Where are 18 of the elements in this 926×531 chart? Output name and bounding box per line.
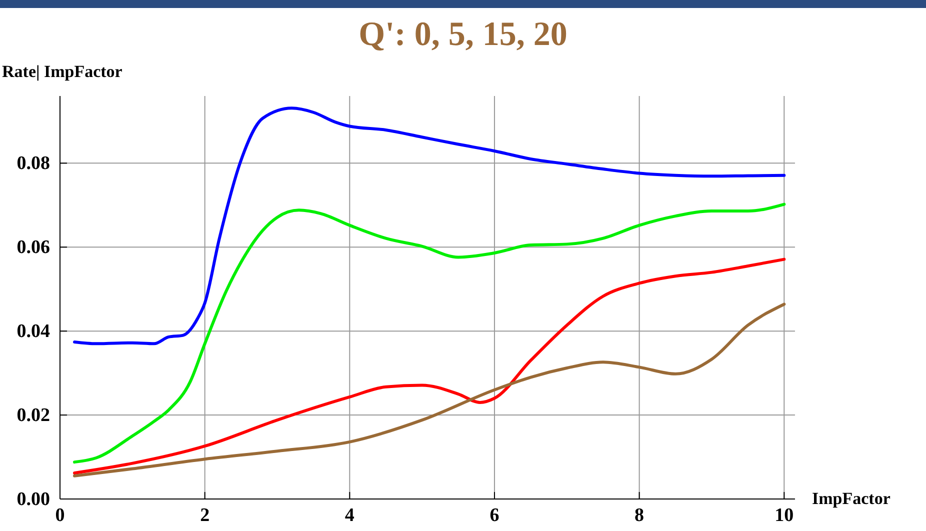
x-tick-label: 0 <box>55 505 65 526</box>
y-axis-title: Rate| ImpFactor <box>2 62 123 81</box>
chart-title: Q': 0, 5, 15, 20 <box>358 16 568 53</box>
x-axis-title: ImpFactor <box>812 489 891 508</box>
x-tick-label: 4 <box>344 505 355 526</box>
y-tick-label: 0.08 <box>16 153 50 174</box>
y-tick-label: 0.06 <box>16 237 50 258</box>
x-tick-label: 2 <box>200 505 210 526</box>
line-series <box>72 302 786 478</box>
y-tick-label: 0.02 <box>16 405 50 426</box>
line-series <box>72 258 786 474</box>
line-series <box>72 202 786 464</box>
x-tick-label: 8 <box>634 505 644 526</box>
y-tick-label: 0.00 <box>16 489 50 510</box>
x-tick-label: 6 <box>490 505 500 526</box>
line-series <box>72 106 786 346</box>
x-tick-label: 10 <box>774 505 794 526</box>
y-tick-label: 0.04 <box>16 321 50 342</box>
